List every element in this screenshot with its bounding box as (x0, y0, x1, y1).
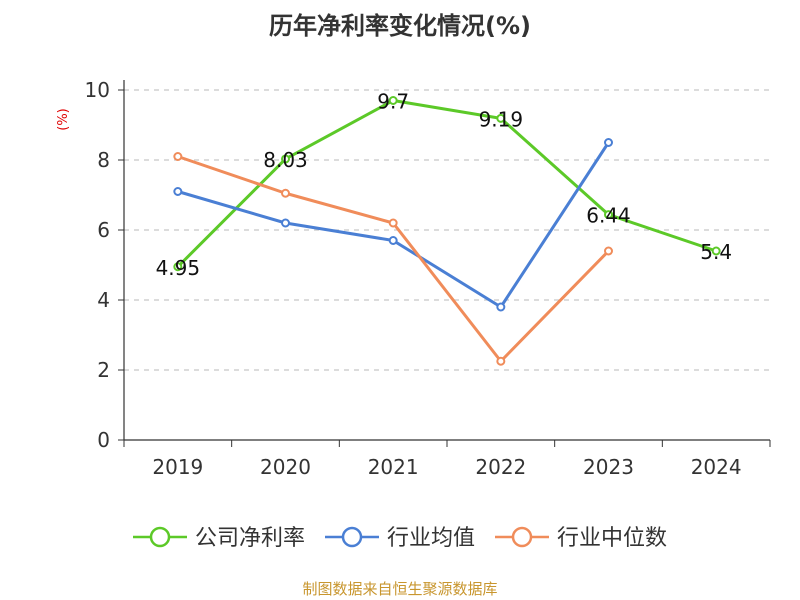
series-point (604, 246, 613, 256)
legend-item-label: 行业均值 (387, 526, 475, 551)
x-tick-label: 2022 (475, 455, 526, 479)
legend-marker-icon (511, 526, 533, 548)
series-point (711, 246, 721, 256)
series-point (173, 187, 183, 196)
data-label: 6.44 (586, 204, 631, 228)
series-point (281, 188, 290, 198)
legend-item-label: 公司净利率 (195, 526, 305, 551)
series-point (604, 138, 613, 147)
legend-marker-icon (149, 526, 171, 548)
series-line (177, 155, 610, 363)
source-footer: 制图数据来自恒生聚源数据库 (302, 580, 498, 598)
series-point (496, 302, 506, 312)
y-tick-label: 0 (97, 428, 110, 452)
y-tick-label: 2 (97, 358, 110, 382)
series-point (388, 218, 398, 228)
series-point (173, 262, 183, 272)
y-tick-label: 4 (97, 288, 110, 312)
series-point (604, 210, 613, 220)
x-tick-label: 2024 (691, 455, 742, 479)
chart-title: 历年净利率变化情况(%) (269, 12, 531, 40)
data-label: 4.95 (156, 256, 201, 280)
data-label: 9.7 (377, 90, 409, 114)
series-point (496, 113, 506, 123)
data-label: 9.19 (479, 107, 524, 131)
data-label: 5.4 (700, 240, 732, 264)
x-tick-label: 2019 (152, 455, 203, 479)
data-label: 8.03 (263, 148, 308, 172)
x-tick-label: 2023 (583, 455, 634, 479)
legend-item-label: 行业中位数 (557, 526, 667, 551)
x-tick-label: 2021 (368, 455, 419, 479)
series-point (173, 152, 183, 161)
legend-marker-icon (341, 526, 363, 548)
series-line (176, 99, 717, 268)
y-tick-label: 8 (97, 148, 110, 172)
x-tick-label: 2020 (260, 455, 311, 479)
series-point (281, 154, 290, 164)
series-point (496, 356, 506, 366)
y-tick-label: 6 (97, 218, 110, 242)
series-point (388, 236, 398, 245)
y-tick-label: 10 (85, 78, 110, 102)
series-point (388, 96, 398, 105)
series-point (281, 218, 290, 228)
